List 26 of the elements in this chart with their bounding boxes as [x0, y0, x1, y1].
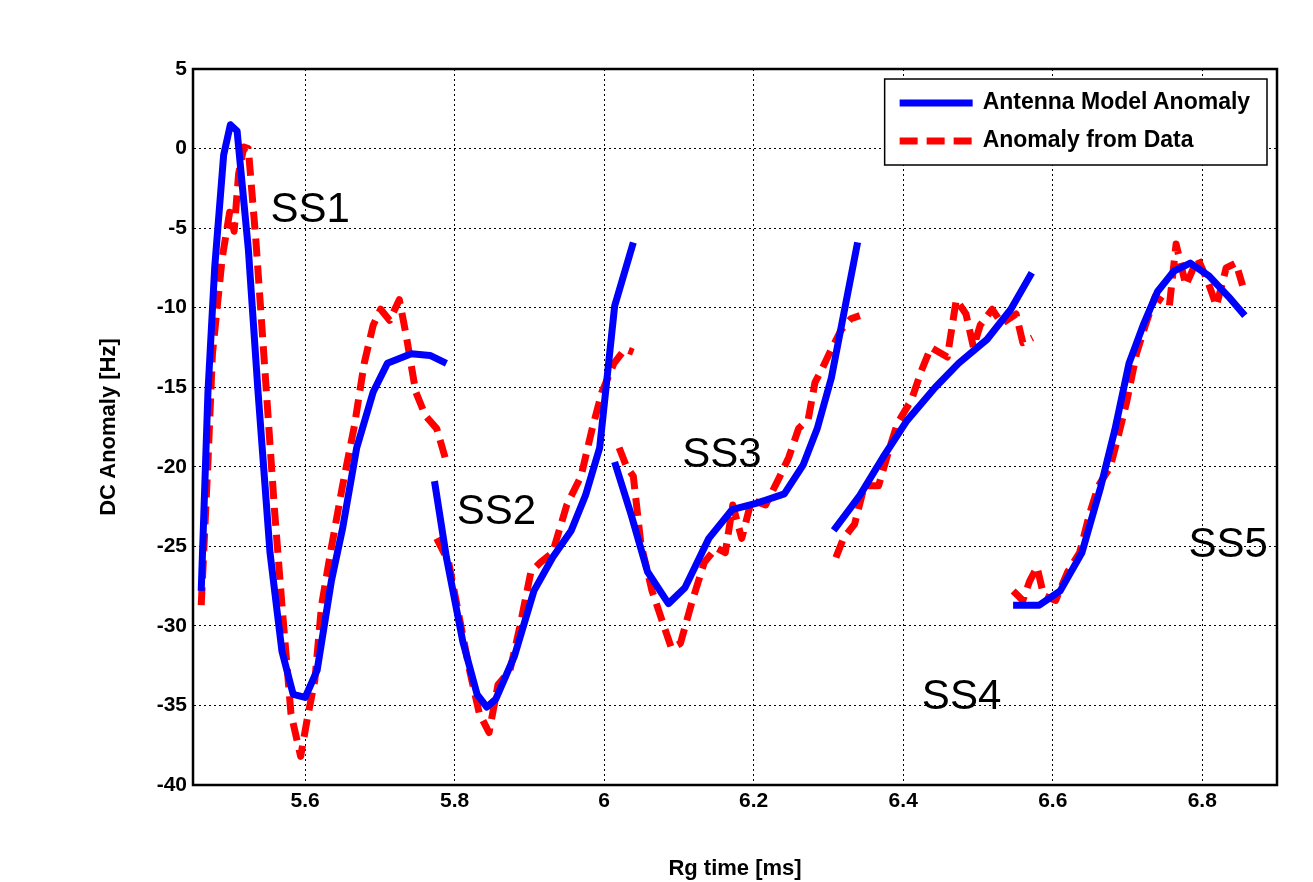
- y-tick-label: 5: [175, 55, 188, 79]
- y-axis-title: DC Anomaly [Hz]: [95, 338, 121, 516]
- x-axis-title: Rg time [ms]: [668, 854, 802, 880]
- y-tick-label: -40: [156, 771, 187, 795]
- x-tick-label: 6: [598, 788, 611, 812]
- annotation: SS2: [456, 485, 537, 533]
- y-tick-label: -5: [168, 214, 188, 238]
- y-tick-label: -30: [156, 612, 187, 636]
- x-tick-label: 5.6: [290, 788, 320, 812]
- y-tick-label: -35: [156, 692, 188, 716]
- x-tick-label: 6.8: [1187, 788, 1218, 812]
- x-tick-label: 6.2: [739, 788, 769, 812]
- y-tick-label: 0: [175, 135, 187, 159]
- legend-label: Antenna Model Anomaly: [982, 88, 1251, 115]
- y-tick-label: -15: [156, 374, 188, 398]
- x-tick-label: 6.4: [888, 788, 919, 812]
- legend-label: Anomaly from Data: [982, 126, 1194, 153]
- y-tick-label: -20: [156, 453, 187, 477]
- annotation: SS3: [682, 429, 762, 477]
- y-tick-label: -25: [156, 533, 188, 557]
- y-tick-label: -10: [156, 294, 187, 318]
- annotation: SS4: [921, 671, 1002, 719]
- x-tick-label: 5.8: [440, 788, 470, 812]
- annotation: SS1: [270, 184, 350, 232]
- annotation: SS5: [1188, 518, 1268, 566]
- x-tick-label: 6.6: [1038, 788, 1068, 812]
